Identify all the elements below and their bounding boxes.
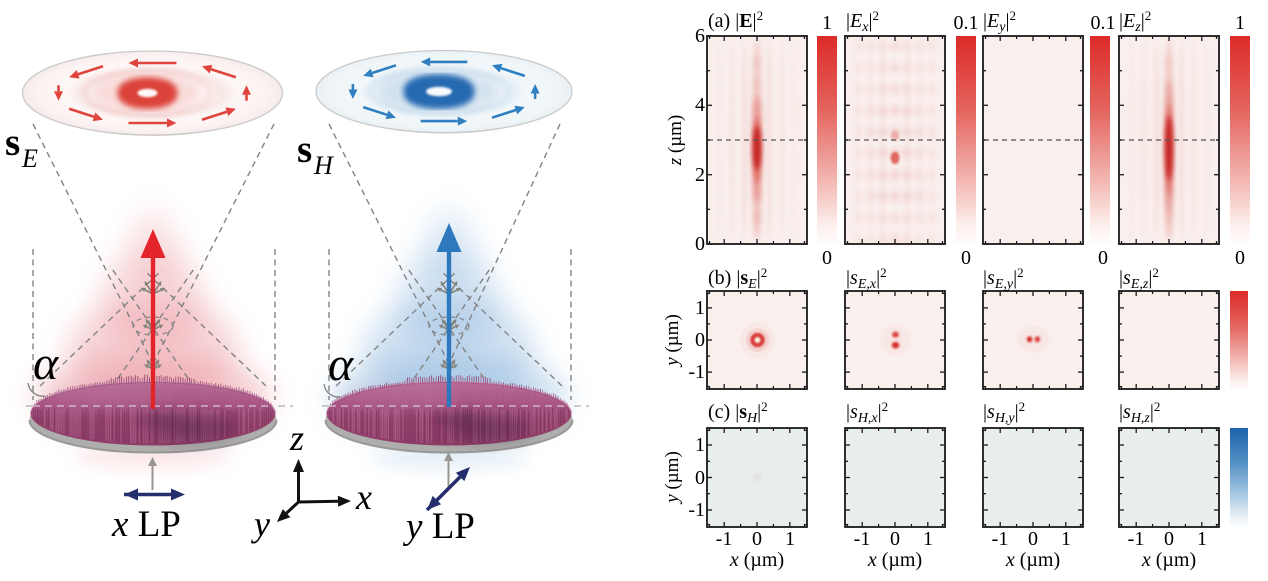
svg-text:-1: -1 — [992, 528, 1009, 550]
svg-text:y LP: y LP — [402, 506, 475, 547]
svg-text:y: y — [251, 504, 270, 544]
svg-text:2: 2 — [695, 164, 705, 186]
svg-text:α: α — [33, 337, 59, 390]
svg-text:0: 0 — [752, 528, 762, 550]
svg-text:-1: -1 — [716, 528, 733, 550]
svg-text:-1: -1 — [688, 499, 705, 521]
svg-text:1: 1 — [695, 297, 705, 319]
svg-text:z (µm): z (µm) — [665, 115, 686, 167]
svg-text:-1: -1 — [854, 528, 871, 550]
svg-text:E: E — [21, 144, 38, 173]
svg-text:6: 6 — [695, 25, 705, 47]
svg-text:|sH,z|2: |sH,z|2 — [1119, 399, 1160, 426]
svg-text:0: 0 — [1164, 528, 1174, 550]
svg-text:1: 1 — [1061, 528, 1071, 550]
svg-text:0: 0 — [890, 528, 900, 550]
svg-text:x: x — [355, 477, 372, 517]
svg-text:-1: -1 — [688, 361, 705, 383]
svg-text:α: α — [328, 338, 354, 391]
svg-text:|Ez|2: |Ez|2 — [1119, 8, 1151, 35]
svg-text:4: 4 — [695, 94, 705, 116]
svg-text:x (µm): x (µm) — [1005, 549, 1060, 571]
svg-text:1: 1 — [822, 12, 832, 34]
svg-text:0.1: 0.1 — [1091, 12, 1116, 34]
svg-text:(b) |sE|2: (b) |sE|2 — [708, 265, 767, 292]
svg-text:y (µm): y (µm) — [662, 451, 683, 505]
svg-text:0: 0 — [695, 329, 705, 351]
svg-text:x (µm): x (µm) — [1141, 549, 1196, 571]
svg-text:x (µm): x (µm) — [867, 549, 922, 571]
svg-text:y (µm): y (µm) — [662, 314, 683, 368]
svg-text:0.1: 0.1 — [954, 12, 979, 34]
svg-text:0: 0 — [822, 247, 832, 269]
svg-text:x LP: x LP — [111, 504, 181, 545]
svg-text:z: z — [289, 418, 304, 458]
svg-text:x (µm): x (µm) — [729, 549, 784, 571]
svg-text:1: 1 — [1197, 528, 1207, 550]
svg-text:|Ey|2: |Ey|2 — [983, 8, 1016, 35]
svg-text:s: s — [5, 121, 20, 164]
svg-text:|sH,y|2: |sH,y|2 — [983, 399, 1025, 426]
svg-text:-1: -1 — [1128, 528, 1145, 550]
svg-text:(c) |sH|2: (c) |sH|2 — [708, 399, 768, 426]
svg-text:0: 0 — [1235, 247, 1245, 269]
svg-text:1: 1 — [1235, 12, 1245, 34]
svg-text:0: 0 — [695, 233, 705, 255]
svg-text:0: 0 — [1028, 528, 1038, 550]
svg-text:H: H — [313, 151, 334, 180]
svg-text:0: 0 — [961, 247, 971, 269]
svg-text:(a) |E|2: (a) |E|2 — [708, 8, 763, 32]
svg-text:s: s — [297, 128, 312, 171]
svg-text:1: 1 — [923, 528, 933, 550]
svg-text:0: 0 — [1098, 247, 1108, 269]
svg-text:0: 0 — [695, 467, 705, 489]
svg-text:1: 1 — [695, 434, 705, 456]
svg-text:1: 1 — [785, 528, 795, 550]
